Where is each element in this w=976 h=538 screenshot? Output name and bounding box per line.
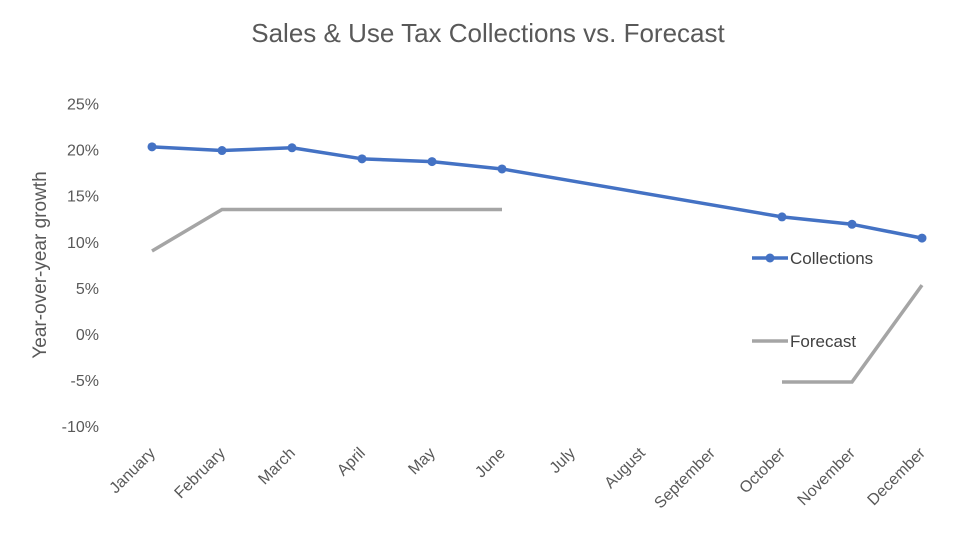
y-tick-label: -10% <box>62 419 99 436</box>
data-point-collections <box>847 219 857 229</box>
y-tick-label: 25% <box>67 97 99 114</box>
x-axis-ticks: January February March April May June July Augu… <box>107 444 930 512</box>
y-axis-ticks: -10% -5% 0% 5% 10% 15% 20% 25% <box>62 97 99 437</box>
series-line-forecast <box>151 207 502 253</box>
data-point-collections <box>357 154 367 164</box>
y-tick-label: 10% <box>67 235 99 252</box>
y-tick-label: 0% <box>76 327 99 344</box>
x-tick-label: November <box>795 444 860 509</box>
legend-label-collections: Collections <box>790 249 873 268</box>
x-tick-label: April <box>334 445 369 480</box>
y-tick-label: -5% <box>71 373 99 390</box>
series-layer <box>147 142 927 384</box>
data-point-collections <box>217 146 227 156</box>
series-line-forecast <box>782 284 924 384</box>
x-tick-label: May <box>405 445 438 478</box>
x-tick-label: August <box>602 444 650 492</box>
legend-marker-collections <box>765 253 775 263</box>
data-point-collections <box>777 212 787 222</box>
data-point-collections <box>497 164 507 174</box>
y-tick-label: 15% <box>67 189 99 206</box>
x-tick-label: December <box>865 444 930 509</box>
y-tick-label: 20% <box>67 143 99 160</box>
data-point-collections <box>917 233 927 243</box>
series-line-collections <box>150 145 924 240</box>
data-point-collections <box>427 157 437 167</box>
y-tick-label: 5% <box>76 281 99 298</box>
data-point-collections <box>287 143 297 153</box>
x-tick-label: February <box>172 445 229 502</box>
x-tick-label: September <box>651 444 719 512</box>
data-point-collections <box>147 142 157 152</box>
legend: Collections Forecast <box>752 249 873 351</box>
legend-label-forecast: Forecast <box>790 332 856 351</box>
chart-title: Sales & Use Tax Collections vs. Forecast <box>251 18 725 48</box>
x-tick-label: October <box>737 444 790 497</box>
y-axis-label: Year-over-year growth <box>30 171 51 358</box>
x-tick-label: July <box>547 445 579 477</box>
x-tick-label: June <box>472 445 509 482</box>
x-tick-label: March <box>255 445 298 488</box>
x-tick-label: January <box>107 445 159 497</box>
